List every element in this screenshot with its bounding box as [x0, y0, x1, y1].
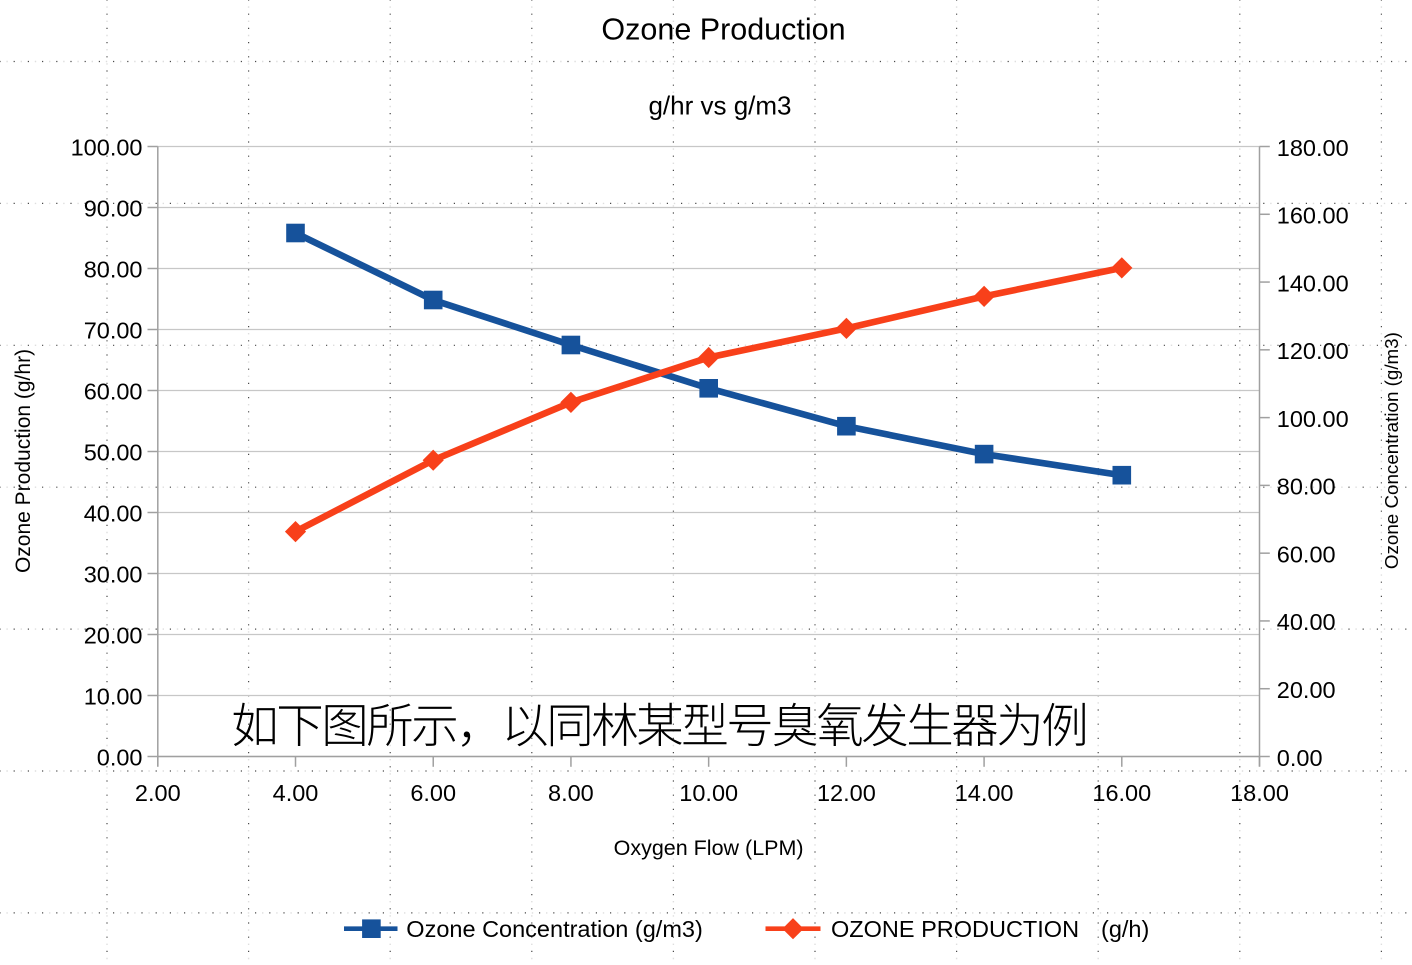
svg-text:160.00: 160.00	[1277, 203, 1349, 229]
svg-text:14.00: 14.00	[955, 780, 1014, 806]
svg-text:10.00: 10.00	[84, 684, 143, 710]
svg-text:60.00: 60.00	[1277, 542, 1336, 568]
svg-text:60.00: 60.00	[84, 379, 143, 405]
svg-text:100.00: 100.00	[1277, 406, 1349, 432]
svg-text:30.00: 30.00	[84, 562, 143, 588]
svg-text:4.00: 4.00	[273, 780, 319, 806]
svg-text:Ozone Production (g/hr): Ozone Production (g/hr)	[12, 349, 35, 573]
svg-text:100.00: 100.00	[71, 135, 143, 161]
svg-text:40.00: 40.00	[1277, 609, 1336, 635]
svg-text:70.00: 70.00	[84, 318, 143, 344]
svg-text:Oxygen Flow (LPM): Oxygen Flow (LPM)	[614, 836, 804, 860]
svg-text:120.00: 120.00	[1277, 338, 1349, 364]
svg-text:2.00: 2.00	[135, 780, 181, 806]
svg-text:80.00: 80.00	[84, 257, 143, 283]
svg-text:50.00: 50.00	[84, 440, 143, 466]
svg-text:10.00: 10.00	[679, 780, 738, 806]
svg-text:20.00: 20.00	[1277, 677, 1336, 703]
svg-text:20.00: 20.00	[84, 623, 143, 649]
svg-text:Ozone Concentration (g/m3): Ozone Concentration (g/m3)	[406, 916, 703, 942]
svg-text:18.00: 18.00	[1230, 780, 1289, 806]
svg-text:g/hr vs g/m3: g/hr vs g/m3	[648, 91, 791, 121]
svg-text:90.00: 90.00	[84, 196, 143, 222]
svg-text:140.00: 140.00	[1277, 270, 1349, 296]
svg-text:Ozone Production: Ozone Production	[601, 13, 845, 47]
svg-text:0.00: 0.00	[1277, 745, 1323, 771]
svg-text:0.00: 0.00	[97, 745, 143, 771]
svg-text:80.00: 80.00	[1277, 474, 1336, 500]
svg-text:8.00: 8.00	[548, 780, 594, 806]
svg-text:12.00: 12.00	[817, 780, 876, 806]
svg-text:6.00: 6.00	[410, 780, 456, 806]
svg-text:OZONE PRODUCTION: OZONE PRODUCTION	[831, 916, 1079, 942]
svg-text:Ozone Concentration (g/m3): Ozone Concentration (g/m3)	[1381, 332, 1402, 569]
svg-text:(g/h): (g/h)	[1101, 916, 1149, 942]
svg-text:180.00: 180.00	[1277, 135, 1349, 161]
svg-text:16.00: 16.00	[1092, 780, 1151, 806]
svg-text:40.00: 40.00	[84, 501, 143, 527]
